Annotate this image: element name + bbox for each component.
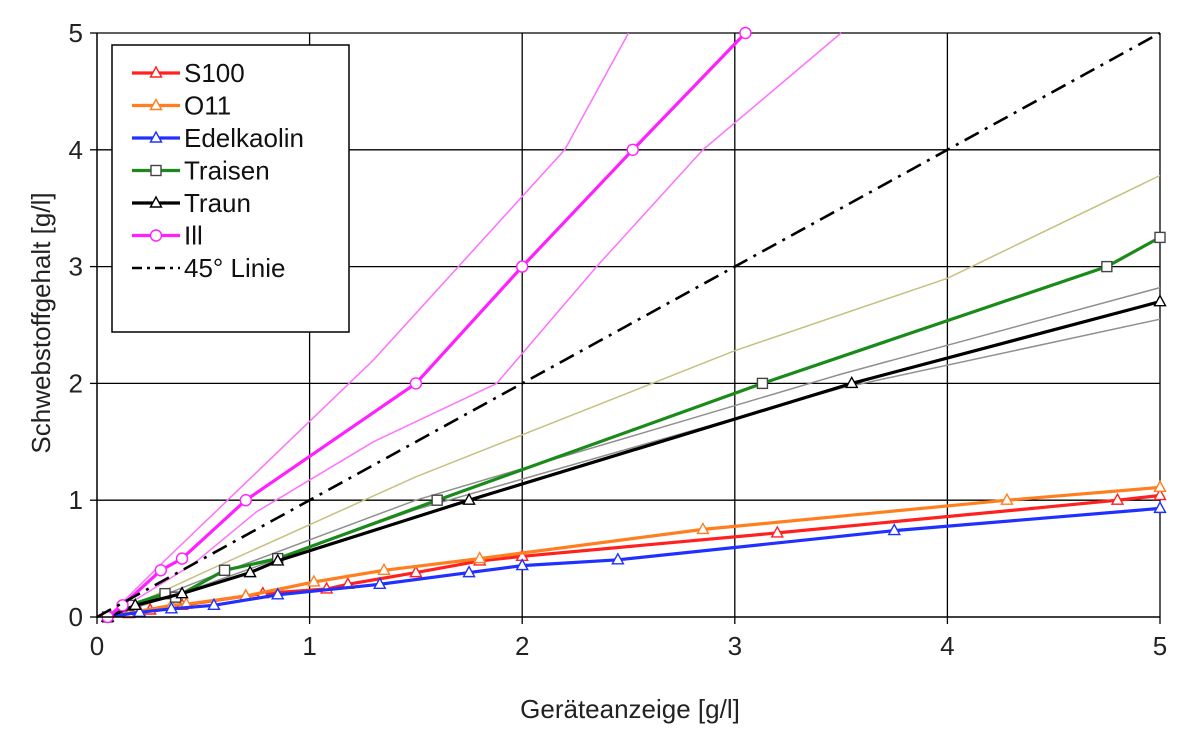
data-point [243,565,257,578]
legend-marker [149,229,163,242]
y-tick-label: 5 [69,18,83,48]
thin-reference-line [107,318,1161,618]
y-tick-label: 0 [69,602,83,632]
legend-label: S100 [184,58,245,88]
data-point [409,565,423,578]
data-point [239,494,253,507]
legend-marker [149,130,163,143]
x-tick-label: 1 [302,631,316,661]
y-tick-label: 2 [69,368,83,398]
y-tick-label: 1 [69,485,83,515]
series-line-traun [106,300,1161,619]
data-point [515,558,529,571]
thin-reference-line [107,32,842,618]
data-point [696,521,710,535]
data-point [409,377,423,390]
legend-label: Ill [184,221,203,251]
data-point [1154,231,1166,244]
data-point [845,375,859,389]
data-point [462,565,476,578]
data-point [1110,492,1125,505]
series-line-45-linie [96,31,1161,619]
data-point [611,552,625,565]
data-point [377,562,391,575]
legend-label: O11 [184,91,231,121]
data-point [207,597,221,611]
y-axis-label: Schwebstoffgehalt [g/l] [26,192,56,453]
data-point [1153,294,1167,307]
legend-label: Edelkaolin [184,123,304,153]
x-tick-label: 5 [1153,631,1167,661]
data-point [739,26,752,40]
x-axis-label: Geräteanzeige [g/l] [520,694,740,724]
data-point [175,586,189,599]
data-point [472,551,487,564]
legend-label: Traisen [184,156,270,186]
data-point [373,576,387,589]
x-tick-label: 3 [728,631,742,661]
data-point [1101,260,1113,273]
axes: 0 1 2 3 4 5 0 1 2 3 4 5 [69,18,1168,661]
legend-marker [149,195,163,208]
data-point [1153,488,1167,501]
thin-reference-line [107,174,1161,618]
data-point [516,260,529,273]
data-point [271,553,285,566]
x-tick-label: 4 [940,631,954,661]
data-point [175,552,189,565]
y-tick-label: 3 [69,252,83,282]
data-point [307,574,321,587]
data-point [271,587,285,600]
data-point [626,143,639,157]
data-point [154,564,167,577]
data-point [887,523,901,536]
data-point [770,525,785,538]
legend-label: 45° Linie [184,253,285,283]
data-point [218,564,231,576]
data-point [164,601,179,614]
y-tick-label: 4 [69,135,83,165]
legend-label: Traun [184,188,251,218]
data-point [756,377,769,390]
legend-marker [149,98,163,111]
x-tick-label: 2 [515,631,529,661]
legend-marker [150,164,162,177]
data-point [1153,479,1167,493]
data-point [1153,500,1167,514]
x-tick-label: 0 [90,631,104,661]
data-point [1000,492,1014,505]
data-point [431,494,443,506]
legend-marker [149,65,163,78]
legend-box [111,44,350,333]
data-point [128,597,142,611]
data-point [462,492,476,505]
series-group [96,26,1167,624]
series-line-traisen [106,235,1161,619]
